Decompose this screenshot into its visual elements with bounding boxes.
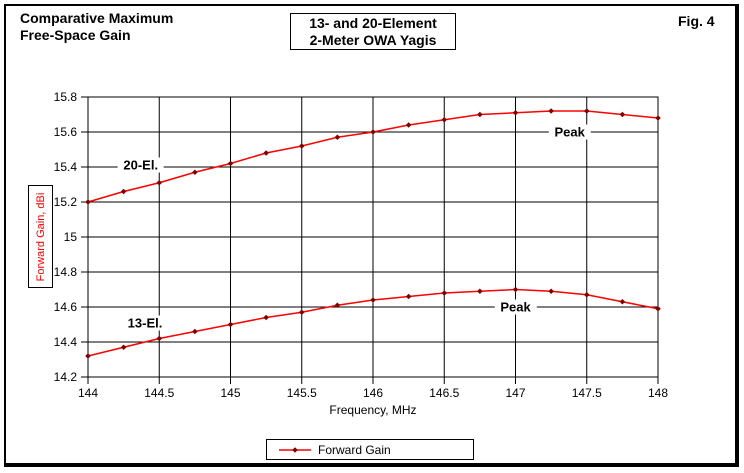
data-point-marker-20-el xyxy=(334,134,341,141)
data-point-marker-20-el xyxy=(655,115,661,121)
x-tick-label: 144.5 xyxy=(144,386,174,400)
data-point-marker-13-el xyxy=(192,328,198,335)
data-point-marker-20-el xyxy=(512,109,519,116)
peak-label-13-el: Peak xyxy=(494,299,537,315)
legend-label: Forward Gain xyxy=(318,442,391,457)
series-label-13-el: 13-El. xyxy=(121,315,169,331)
data-point-marker-13-el xyxy=(227,321,234,328)
data-point-marker-13-el xyxy=(512,286,519,293)
y-tick-label: 14.6 xyxy=(54,300,78,314)
legend: Forward Gain xyxy=(266,439,474,460)
data-point-marker-20-el xyxy=(583,108,590,114)
data-point-marker-20-el xyxy=(192,169,198,176)
data-point-marker-13-el xyxy=(477,288,483,295)
data-point-marker-20-el xyxy=(298,143,305,149)
x-tick-label: 146.5 xyxy=(429,386,459,400)
y-tick-label: 15.4 xyxy=(54,160,78,174)
y-tick-label: 14.8 xyxy=(54,265,78,279)
data-point-marker-13-el xyxy=(548,288,554,295)
chart-title: Comparative Maximum Free-Space Gain xyxy=(20,10,174,43)
legend-line-marker-icon xyxy=(279,446,311,453)
data-point-marker-20-el xyxy=(85,199,91,205)
y-tick-label: 15.6 xyxy=(54,125,78,139)
data-point-marker-20-el xyxy=(156,179,163,186)
x-axis-title: Frequency, MHz xyxy=(329,403,417,417)
x-tick-label: 145.5 xyxy=(287,386,317,400)
data-point-marker-13-el xyxy=(334,302,341,309)
data-point-marker-20-el xyxy=(441,116,448,123)
x-tick-label: 148 xyxy=(648,386,668,400)
data-point-marker-13-el xyxy=(619,298,626,305)
data-point-marker-20-el xyxy=(619,111,626,118)
data-point-marker-20-el xyxy=(405,122,412,128)
data-point-marker-20-el xyxy=(477,111,483,118)
data-point-marker-20-el xyxy=(263,150,269,156)
y-axis-title-box: Forward Gain, dBi xyxy=(28,185,53,288)
data-point-marker-13-el xyxy=(156,335,163,342)
data-point-marker-20-el xyxy=(227,160,234,167)
data-point-marker-13-el xyxy=(298,309,305,316)
series-label-20-el: 20-El. xyxy=(117,157,165,173)
data-point-marker-13-el xyxy=(263,314,269,321)
y-tick-label: 14.4 xyxy=(54,335,78,349)
y-tick-label: 14.2 xyxy=(54,370,78,384)
figure-number: Fig. 4 xyxy=(678,13,715,29)
x-tick-label: 147 xyxy=(505,386,525,400)
data-point-marker-13-el xyxy=(120,344,127,351)
x-tick-label: 144 xyxy=(78,386,98,400)
data-point-marker-13-el xyxy=(583,291,590,298)
chart-subtitle: 13- and 20-Element 2-Meter OWA Yagis xyxy=(309,14,437,48)
data-point-marker-13-el xyxy=(441,290,448,296)
peak-label-20-el: Peak xyxy=(548,124,591,140)
y-axis-title: Forward Gain, dBi xyxy=(34,192,47,281)
legend-marker xyxy=(292,446,298,453)
data-point-marker-20-el xyxy=(370,129,376,135)
data-point-marker-13-el xyxy=(405,293,412,300)
x-tick-label: 147.5 xyxy=(572,386,602,400)
plot-border xyxy=(87,96,659,378)
data-point-marker-20-el xyxy=(548,108,554,114)
data-point-marker-13-el xyxy=(85,353,91,359)
data-point-marker-20-el xyxy=(120,188,127,195)
y-tick-label: 15 xyxy=(64,230,78,244)
chart-subtitle-box: 13- and 20-Element 2-Meter OWA Yagis xyxy=(290,13,456,50)
y-tick-label: 15.2 xyxy=(54,195,78,209)
figure-frame xyxy=(4,4,739,467)
data-point-marker-13-el xyxy=(370,297,376,303)
data-point-marker-13-el xyxy=(655,305,661,312)
x-tick-label: 146 xyxy=(363,386,383,400)
x-tick-label: 145 xyxy=(220,386,240,400)
y-tick-label: 15.8 xyxy=(54,90,78,104)
